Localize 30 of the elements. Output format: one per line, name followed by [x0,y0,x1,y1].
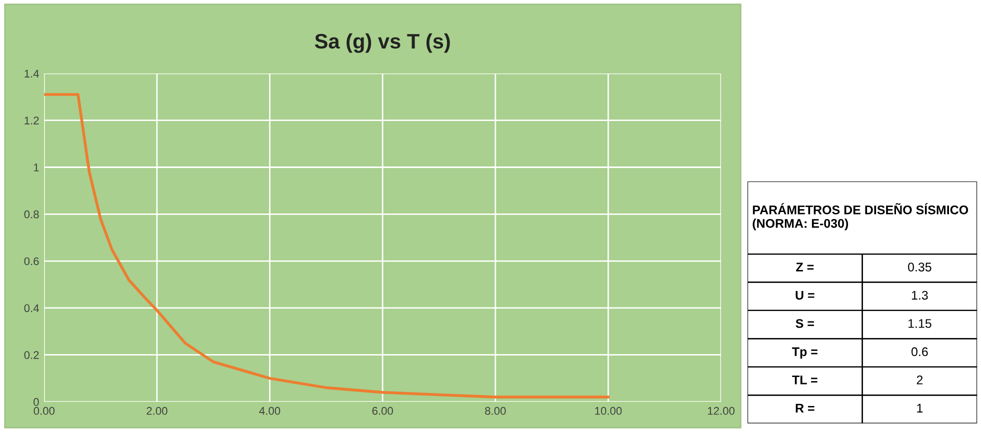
y-tick-label: 0.8 [24,210,39,218]
text: 1.15 [908,319,932,328]
text: 1 [917,404,923,412]
text: Z = [796,262,814,272]
text: R = [796,404,814,412]
x-tick-label: 0.00 [34,406,55,415]
y-tick-label: 1.2 [24,116,39,124]
x-tick-label: 6.00 [372,406,393,415]
y-tick-label: 1.4 [24,70,39,78]
text: U = [796,290,814,300]
chart-title: Sa (g) vs T (s) [314,33,450,53]
x-tick-label: 10.00 [595,406,622,415]
text: 0.35 [908,262,932,272]
text: 0.6 [911,347,928,356]
x-tick-label: 8.00 [485,406,506,415]
x-tick-label: 2.00 [146,406,168,415]
y-tick-label: 0.4 [24,304,39,312]
text: Tp = [792,347,818,359]
line-series [44,93,610,398]
text: TL = [792,376,818,384]
y-tick-label: 0.2 [24,351,39,359]
y-tick-label: 0.6 [24,257,39,266]
y-tick-label: 1 [34,164,39,172]
y-tick-label: 0 [34,398,39,406]
text: 2 [916,376,923,384]
x-tick-label: 4.00 [259,406,280,415]
text: S = [796,319,814,328]
x-tick-label: 12.00 [708,406,735,415]
text: PARÁMETROS DE DISEÑO SÍSMICO (NORMA: E-030) [752,203,968,230]
text: 1.3 [912,290,928,300]
